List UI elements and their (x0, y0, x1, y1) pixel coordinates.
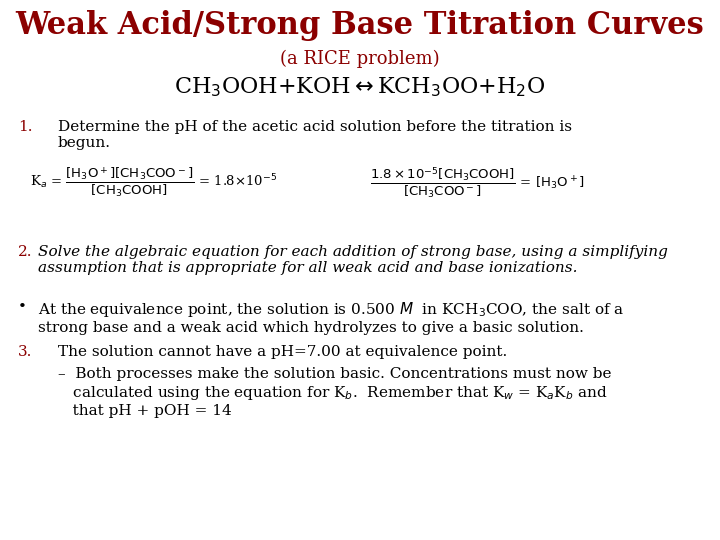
Text: Solve the algebraic equation for each addition of strong base, using a simplifyi: Solve the algebraic equation for each ad… (38, 245, 668, 275)
Text: (a RICE problem): (a RICE problem) (280, 50, 440, 68)
Text: CH$_3$OOH+KOH$\leftrightarrow$KCH$_3$OO+H$_2$O: CH$_3$OOH+KOH$\leftrightarrow$KCH$_3$OO+… (174, 75, 546, 99)
Text: K$_a$ = $\dfrac{[\mathrm{H_3O^+}][\mathrm{CH_3COO^-}]}{[\mathrm{CH_3COOH}]}$ = 1: K$_a$ = $\dfrac{[\mathrm{H_3O^+}][\mathr… (30, 165, 277, 199)
Text: $\dfrac{1.8\times10^{-5}[\mathrm{CH_3COOH}]}{[\mathrm{CH_3COO^-}]}$ = $[\mathrm{: $\dfrac{1.8\times10^{-5}[\mathrm{CH_3COO… (370, 165, 585, 200)
Text: 2.: 2. (18, 245, 32, 259)
Text: The solution cannot have a pH=7.00 at equivalence point.: The solution cannot have a pH=7.00 at eq… (58, 345, 508, 359)
Text: Weak Acid/Strong Base Titration Curves: Weak Acid/Strong Base Titration Curves (16, 10, 704, 41)
Text: •: • (18, 300, 27, 314)
Text: 3.: 3. (18, 345, 32, 359)
Text: Determine the pH of the acetic acid solution before the titration is
begun.: Determine the pH of the acetic acid solu… (58, 120, 572, 150)
Text: At the equivalence point, the solution is 0.500 $\mathit{M}$  in KCH$_3$COO, the: At the equivalence point, the solution i… (38, 300, 624, 335)
Text: 1.: 1. (18, 120, 32, 134)
Text: –  Both processes make the solution basic. Concentrations must now be
   calcula: – Both processes make the solution basic… (58, 367, 611, 418)
